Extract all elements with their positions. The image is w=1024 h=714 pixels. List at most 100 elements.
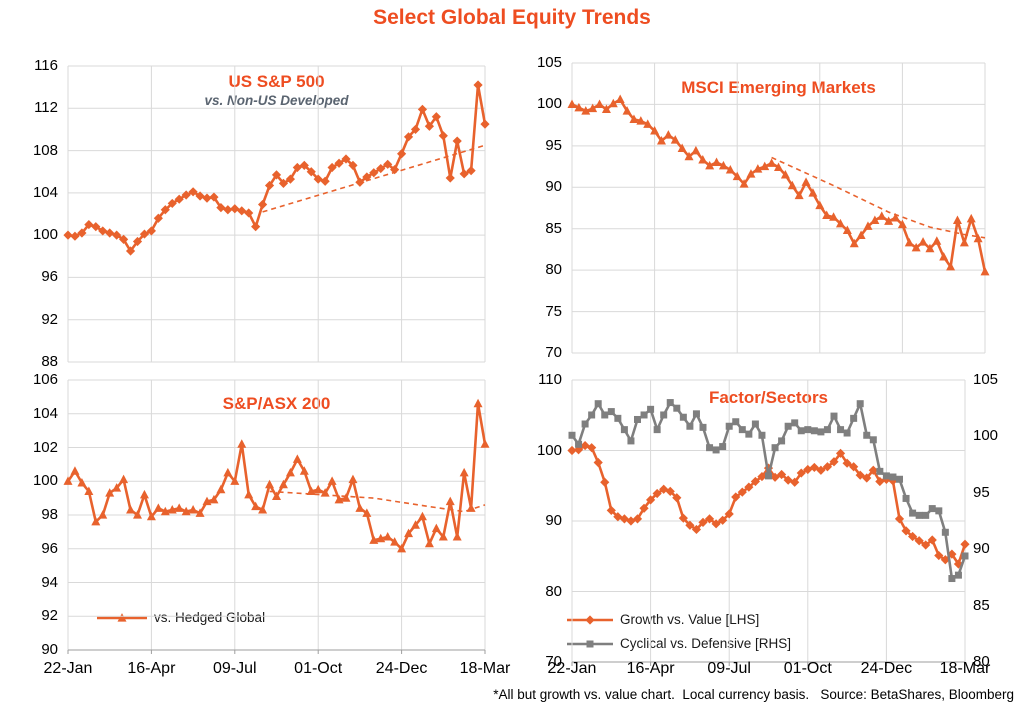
data-point-marker — [431, 523, 441, 533]
data-point-marker — [877, 211, 887, 220]
data-point-marker — [801, 177, 811, 186]
data-point-marker — [712, 446, 720, 454]
data-point-marker — [959, 237, 969, 247]
data-point-marker — [794, 190, 804, 200]
data-point-marker — [647, 405, 655, 413]
data-point-marker — [431, 112, 441, 122]
data-point-marker — [390, 165, 400, 175]
y-axis-tick-label: 96 — [41, 268, 58, 286]
page-title: Select Global Equity Trends — [373, 6, 651, 29]
x-axis-tick-label: 22-Jan — [547, 660, 597, 677]
data-point-marker — [244, 489, 254, 499]
line-triangle-swatch — [97, 612, 147, 622]
data-point-marker — [320, 488, 330, 497]
data-point-marker — [940, 555, 950, 565]
data-point-marker — [299, 160, 309, 170]
data-point-marker — [411, 520, 420, 529]
data-point-marker — [77, 228, 87, 238]
data-point-marker — [271, 170, 282, 180]
x-axis-tick-label: 24-Dec — [375, 660, 428, 677]
right-y-axis-tick-label: 105 — [973, 371, 999, 388]
us-sp500-plot — [63, 65, 490, 363]
data-point-marker — [251, 222, 261, 232]
data-point-marker — [808, 188, 818, 197]
y-axis-tick-label: 70 — [545, 653, 562, 670]
data-point-marker — [870, 215, 880, 225]
data-point-marker — [889, 473, 897, 481]
data-point-marker — [791, 419, 799, 427]
data-point-marker — [862, 473, 872, 483]
data-point-marker — [745, 430, 753, 438]
data-point-marker — [105, 228, 115, 238]
data-point-marker — [567, 445, 577, 456]
data-point-marker — [822, 210, 832, 220]
data-point-marker — [902, 494, 910, 502]
data-point-marker — [70, 231, 80, 241]
data-point-marker — [452, 136, 462, 146]
data-point-marker — [424, 121, 434, 131]
data-point-marker — [459, 169, 469, 179]
data-point-marker — [601, 104, 611, 113]
data-point-marker — [77, 478, 87, 487]
data-point-marker — [753, 164, 763, 173]
data-point-marker — [299, 466, 309, 475]
data-point-marker — [692, 410, 700, 418]
data-point-marker — [746, 169, 756, 178]
data-point-marker — [327, 162, 337, 173]
data-point-marker — [195, 508, 205, 517]
data-point-marker — [691, 145, 701, 155]
data-point-marker — [665, 486, 675, 496]
data-point-marker — [264, 180, 275, 191]
data-point-marker — [195, 191, 205, 201]
data-point-marker — [237, 206, 247, 216]
legend-item-cyclical-defensive: Cyclical vs. Defensive [RHS] — [566, 636, 791, 651]
legend-asx: vs. Hedged Global — [96, 610, 265, 625]
y-axis-tick-label: 100 — [536, 95, 562, 113]
y-axis-tick-label: 106 — [32, 371, 58, 388]
data-point-marker — [594, 400, 602, 408]
x-axis-tick-label: 24-Dec — [860, 660, 913, 677]
y-axis-tick-label: 104 — [32, 404, 58, 422]
data-point-marker — [334, 158, 344, 168]
data-point-marker — [634, 415, 641, 423]
data-point-marker — [908, 531, 918, 542]
trend-dashed-line — [771, 156, 986, 239]
data-point-marker — [869, 436, 877, 444]
data-point-marker — [278, 479, 288, 489]
data-point-marker — [653, 426, 661, 434]
data-point-marker — [397, 543, 407, 553]
data-point-marker — [705, 160, 715, 170]
data-point-marker — [292, 454, 302, 463]
data-point-marker — [640, 411, 648, 419]
data-point-marker — [652, 488, 662, 499]
data-point-marker — [739, 179, 749, 188]
data-point-marker — [868, 465, 878, 475]
data-point-marker — [174, 194, 184, 204]
data-point-marker — [209, 192, 219, 202]
x-axis-tick-label: 09-Jul — [213, 660, 257, 677]
series-line — [66, 402, 487, 551]
data-point-marker — [897, 219, 907, 229]
data-point-marker — [941, 528, 949, 536]
data-point-marker — [875, 476, 885, 487]
data-point-marker — [732, 171, 742, 181]
y-axis-tick-label: 96 — [41, 539, 58, 557]
data-point-marker — [896, 475, 903, 483]
data-point-marker — [973, 233, 983, 243]
data-point-marker — [629, 114, 639, 123]
data-point-marker — [438, 131, 448, 141]
data-point-marker — [780, 169, 790, 179]
y-axis-tick-label: 85 — [545, 219, 562, 237]
y-axis-tick-label: 94 — [41, 573, 58, 591]
data-point-marker — [856, 400, 864, 408]
y-axis-tick-label: 70 — [545, 344, 562, 361]
data-point-marker — [223, 467, 233, 477]
data-point-marker — [881, 474, 891, 485]
y-axis-tick-label: 116 — [34, 57, 58, 74]
data-point-marker — [188, 187, 198, 197]
data-point-marker — [480, 119, 490, 129]
data-point-marker — [362, 508, 372, 517]
data-point-marker — [614, 414, 622, 422]
data-point-marker — [670, 135, 680, 144]
